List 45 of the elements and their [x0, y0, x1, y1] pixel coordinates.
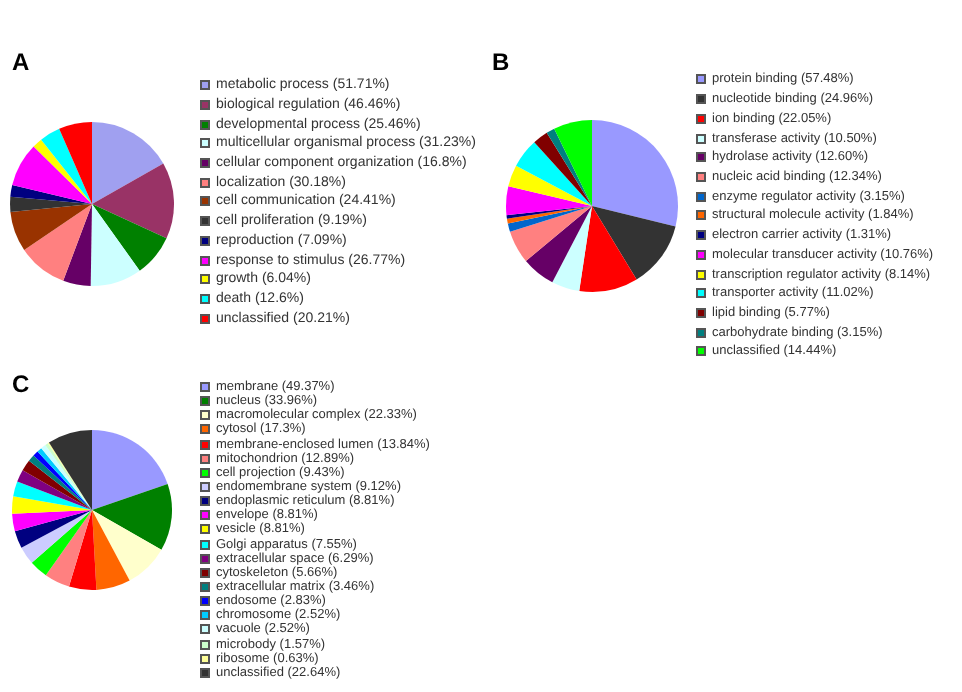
- pie-slice: [10, 196, 92, 213]
- pie-slice: [90, 204, 140, 286]
- pie-slice: [92, 510, 162, 581]
- pie-slice: [579, 206, 637, 292]
- pie-slice: [24, 204, 92, 281]
- chart-title: A: [12, 48, 30, 76]
- pie-slice: [506, 186, 592, 216]
- pie-slice: [21, 510, 92, 563]
- pie-slice: [92, 430, 168, 510]
- pie-slice: [509, 206, 592, 262]
- pie-slice: [17, 470, 92, 510]
- pie-slice: [13, 481, 92, 510]
- pie-slice: [63, 204, 92, 286]
- pie-slice: [48, 430, 92, 510]
- pie-slice: [12, 496, 92, 514]
- pie-slice: [92, 483, 172, 550]
- pie-slice: [554, 120, 592, 206]
- pie-slice: [92, 122, 164, 204]
- pie-slice: [41, 128, 92, 204]
- pie-slice: [534, 132, 592, 206]
- pie-slice: [508, 165, 592, 206]
- pie-slice: [552, 206, 592, 292]
- pie-slice: [45, 510, 92, 587]
- pie-slice: [10, 204, 92, 251]
- pie-slice: [14, 510, 92, 548]
- pie-slice: [516, 142, 592, 206]
- pie-slice: [12, 146, 92, 204]
- pie-slice: [59, 122, 92, 204]
- pie-slice: [546, 128, 592, 206]
- chart-title: C: [12, 370, 30, 398]
- pie-slice: [68, 510, 97, 590]
- pie-slice: [506, 206, 592, 219]
- pie-slice: [92, 510, 130, 590]
- pie-slice: [506, 206, 592, 224]
- pie-slice: [507, 206, 592, 232]
- pie-slice: [592, 206, 676, 280]
- pie-slice: [592, 120, 678, 227]
- pie-slice: [92, 163, 174, 239]
- pie-slice: [525, 206, 592, 283]
- chart-title: B: [492, 48, 510, 76]
- pie-slice: [31, 510, 92, 576]
- pie-slice: [12, 510, 92, 532]
- pie-slice: [10, 185, 92, 204]
- pie-slice: [92, 204, 167, 271]
- pie-slice: [33, 139, 92, 204]
